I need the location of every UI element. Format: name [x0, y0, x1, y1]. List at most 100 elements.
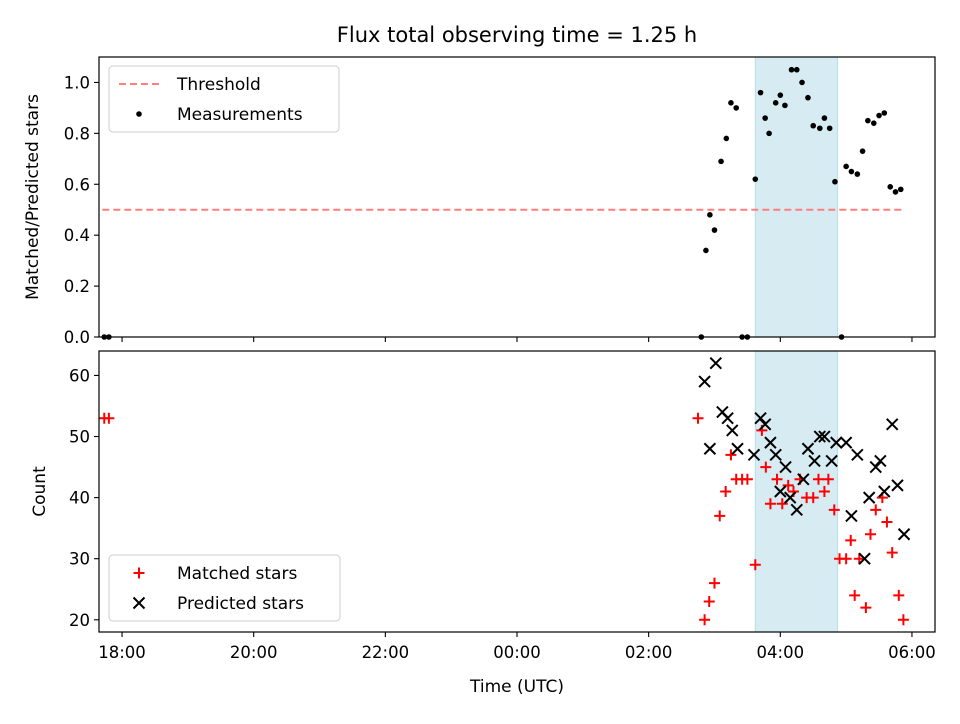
matched-star-point	[692, 412, 704, 424]
predicted-star-point	[862, 491, 876, 504]
matched-star-point	[760, 461, 772, 473]
matched-star-point	[822, 473, 834, 485]
y-tick-label: 20	[69, 611, 90, 630]
y-tick-label: 60	[69, 366, 90, 385]
measurement-point	[870, 120, 877, 126]
predicted-star-point	[698, 375, 711, 388]
matched-star-point	[771, 473, 783, 485]
predicted-star-point	[764, 436, 777, 449]
predicted-star-point	[709, 357, 723, 370]
measurement-point	[832, 178, 838, 185]
predicted-star-point	[132, 596, 146, 610]
measurement-point	[876, 112, 882, 119]
measurement-point	[865, 117, 871, 124]
predicted-star-point	[897, 528, 911, 541]
matched-star-point	[897, 614, 909, 626]
predicted-star-point	[783, 491, 797, 504]
top-panel: 0.0 0.2 0.4 0.6 0.8 1.0 Matched/Predicted sta…	[23, 56, 936, 347]
matched-star-point	[725, 449, 737, 461]
measurement-point	[854, 171, 861, 177]
top-legend: Threshold Measurements	[108, 65, 340, 133]
measurement-point	[723, 135, 730, 142]
bottom-x-ticks: 18:00 20:00 22:00 00:00 02:00 04:00 06:00	[98, 632, 936, 662]
predicted-star-point	[801, 442, 815, 455]
legend-label: Matched stars	[177, 564, 297, 584]
matched-star-point	[708, 577, 720, 589]
matched-star-point	[699, 614, 711, 626]
matched-star-point	[812, 473, 824, 485]
matched-star-point	[807, 492, 819, 504]
x-tick-label: 06:00	[888, 643, 936, 662]
legend-label: Threshold	[176, 75, 261, 95]
predicted-star-point	[813, 430, 827, 443]
x-tick-label: 00:00	[493, 643, 541, 662]
y-tick-label: 50	[69, 428, 90, 447]
measurement-point	[728, 100, 734, 106]
predicted-star-point	[825, 454, 838, 468]
measurement-point	[805, 94, 811, 101]
measurement-point	[757, 89, 764, 96]
x-tick-label: 02:00	[625, 643, 673, 662]
matched-star-point	[893, 589, 905, 601]
bottom-panel: 20 30 40 50 60 18:00 20:00 22:00 00:00 02:00 04:0…	[30, 350, 936, 697]
measurement-point	[707, 212, 713, 218]
measurement-point	[703, 247, 709, 254]
predicted-star-point	[886, 418, 899, 431]
measurement-point	[892, 189, 899, 195]
y-tick-label: 40	[69, 489, 90, 508]
matched-star-point	[849, 589, 861, 601]
matched-star-point	[864, 528, 876, 540]
bottom-y-ticks: 20 30 40 50 60	[69, 366, 99, 630]
matched-star-point	[133, 567, 145, 579]
y-tick-label: 0.2	[64, 277, 90, 296]
bottom-y-axis-label: Count	[30, 466, 50, 517]
measurement-point	[810, 122, 817, 129]
predicted-star-point	[851, 448, 864, 462]
predicted-star-point	[758, 418, 772, 431]
legend-label: Measurements	[177, 105, 303, 125]
measurement-point	[711, 227, 718, 233]
matched-star-point	[782, 479, 794, 491]
measurement-point	[881, 110, 888, 116]
predicted-star-point	[830, 436, 843, 449]
matched-star-point	[886, 547, 898, 559]
x-tick-label: 22:00	[362, 643, 410, 662]
highlight-span	[754, 56, 839, 338]
x-tick-label: 20:00	[230, 643, 278, 662]
x-axis-label: Time (UTC)	[469, 677, 564, 697]
legend-box	[108, 65, 340, 133]
predicted-star-point	[891, 479, 904, 492]
measurement-point	[793, 66, 800, 73]
matched-star-point	[720, 486, 732, 497]
measurement-point	[826, 125, 833, 132]
top-y-ticks: 0.0 0.2 0.4 0.6 0.8 1.0	[64, 73, 99, 347]
measurement-point	[752, 176, 759, 182]
predicted-star-point	[878, 485, 891, 498]
predicted-star-point	[858, 552, 871, 565]
measurement-point	[766, 130, 772, 137]
predicted-star-point	[747, 448, 761, 462]
matched-star-point	[840, 553, 852, 565]
predicted-star-point	[731, 442, 744, 455]
predicted-star-point	[839, 436, 853, 449]
legend-measurement-swatch	[136, 111, 142, 117]
predicted-star-point	[874, 454, 887, 468]
measurement-point	[817, 125, 823, 132]
measurement-point	[843, 163, 849, 170]
x-tick-label: 04:00	[757, 643, 805, 662]
measurement-point	[782, 102, 788, 109]
top-highlight-span	[754, 56, 839, 338]
predicted-star-point	[869, 460, 882, 474]
count-points	[98, 357, 911, 626]
y-tick-label: 0.4	[64, 226, 90, 245]
predicted-star-point	[754, 411, 767, 425]
matched-star-point	[741, 473, 753, 485]
measurement-point	[887, 184, 894, 190]
y-tick-label: 0.6	[64, 175, 90, 194]
measurement-point	[859, 148, 866, 154]
predicted-star-point	[774, 485, 787, 498]
measurement-point	[718, 158, 724, 165]
chart-title: Flux total observing time = 1.25 h	[337, 23, 697, 47]
measurement-point	[762, 115, 768, 121]
